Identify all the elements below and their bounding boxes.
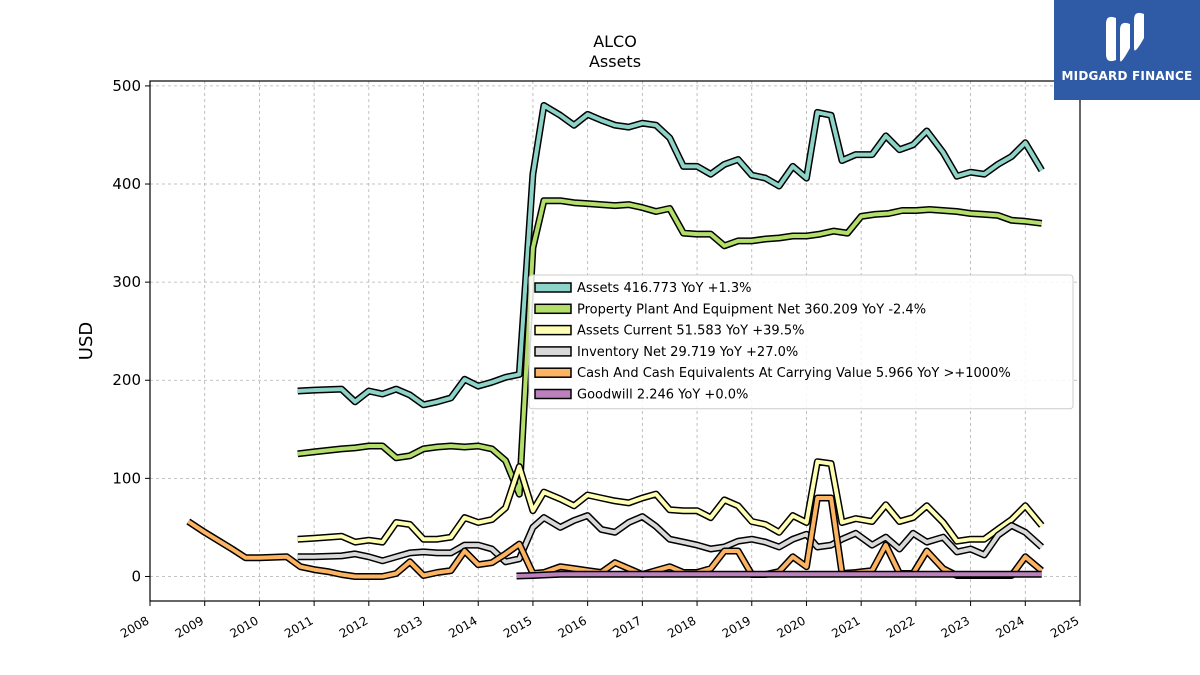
legend-label: Cash And Cash Equivalents At Carrying Va… bbox=[577, 366, 1011, 381]
x-tick-label: 2020 bbox=[775, 613, 808, 640]
legend-label: Property Plant And Equipment Net 360.209… bbox=[577, 302, 926, 317]
x-tick-label: 2008 bbox=[118, 613, 151, 640]
x-tick-label: 2011 bbox=[282, 613, 315, 640]
x-tick-label: 2022 bbox=[884, 613, 917, 640]
series-line bbox=[297, 103, 1044, 407]
legend-swatch bbox=[534, 282, 572, 293]
x-axis: 2008 2009 2010 2011 2012 2013 2014 2015 2016 2017… bbox=[118, 601, 1082, 641]
x-tick-label: 2021 bbox=[829, 613, 862, 640]
plot-frame bbox=[149, 80, 1081, 602]
x-tick-label: 2019 bbox=[720, 613, 753, 640]
y-tick-label: 100 bbox=[112, 469, 141, 487]
x-tick-label: 2010 bbox=[227, 613, 260, 640]
legend-swatch bbox=[534, 367, 572, 378]
x-tick-label: 2012 bbox=[337, 613, 370, 640]
x-tick-label: 2016 bbox=[556, 613, 589, 640]
series-outline bbox=[297, 458, 1045, 546]
y-tick-label: 500 bbox=[112, 77, 141, 95]
logo-icon bbox=[1106, 12, 1144, 62]
brand-logo: MIDGARD FINANCE bbox=[1054, 0, 1200, 100]
x-tick-label: 2025 bbox=[1048, 613, 1081, 640]
series-0 bbox=[297, 102, 1045, 409]
legend-swatch bbox=[534, 324, 572, 336]
series-5 bbox=[516, 570, 1042, 580]
legend-label: Inventory Net 29.719 YoY +27.0% bbox=[577, 345, 798, 360]
y-tick-label: 0 bbox=[131, 567, 141, 585]
chart-title: ALCO bbox=[593, 32, 637, 51]
x-tick-label: 2009 bbox=[173, 613, 206, 640]
series-3 bbox=[297, 512, 1045, 566]
x-tick-label: 2014 bbox=[446, 613, 479, 640]
series-line bbox=[297, 198, 1042, 497]
y-tick-label: 300 bbox=[112, 273, 141, 291]
x-tick-label: 2015 bbox=[501, 613, 534, 640]
x-tick-label: 2017 bbox=[610, 613, 643, 640]
legend-label: Assets Current 51.583 YoY +39.5% bbox=[577, 324, 804, 339]
x-tick-label: 2013 bbox=[392, 613, 425, 640]
x-tick-label: 2024 bbox=[993, 613, 1026, 640]
legend: Assets 416.773 YoY +1.3% Property Plant A… bbox=[528, 274, 1074, 410]
legend-swatch bbox=[534, 346, 572, 357]
y-axis: 0 100 200 300 400 500 bbox=[112, 77, 150, 585]
series-2 bbox=[297, 458, 1045, 546]
legend-swatch bbox=[534, 388, 572, 400]
x-tick-label: 2018 bbox=[665, 613, 698, 640]
series-line bbox=[297, 459, 1044, 545]
series-1 bbox=[297, 197, 1043, 498]
series-line bbox=[516, 572, 1042, 578]
chart-subtitle: Assets bbox=[589, 52, 641, 71]
legend-swatch bbox=[534, 303, 572, 315]
logo-text: MIDGARD FINANCE bbox=[1061, 69, 1193, 83]
series-layer bbox=[186, 102, 1045, 580]
legend-label: Assets 416.773 YoY +1.3% bbox=[577, 281, 752, 296]
legend-box bbox=[528, 274, 1074, 410]
y-tick-label: 200 bbox=[112, 371, 141, 389]
legend-label: Goodwill 2.246 YoY +0.0% bbox=[577, 388, 748, 403]
y-tick-label: 400 bbox=[112, 175, 141, 193]
y-axis-label: USD bbox=[76, 322, 97, 360]
x-tick-label: 2023 bbox=[939, 613, 972, 640]
series-line bbox=[297, 513, 1044, 564]
